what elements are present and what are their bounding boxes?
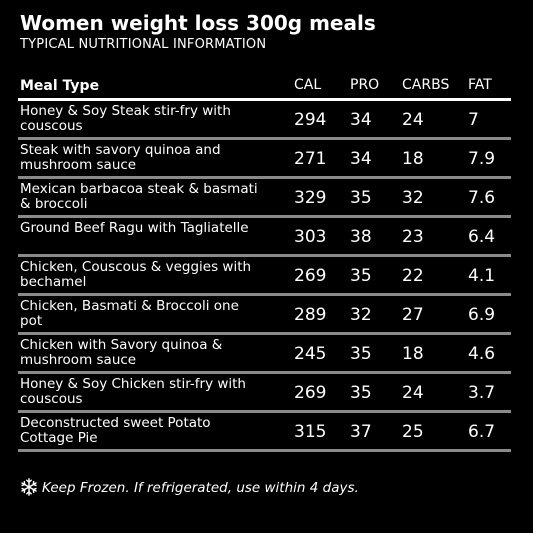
carbs-value: 22: [402, 266, 424, 286]
snowflake-icon: [21, 478, 37, 496]
fat-value: 6.4: [468, 227, 496, 247]
carbs-value: 23: [402, 227, 424, 247]
header-pro: PRO: [350, 77, 380, 93]
nutrition-table: Meal Type CAL PRO CARBS FAT Honey & Soy …: [18, 72, 511, 452]
fat-value: 7.6: [468, 188, 496, 208]
fat-value: 3.7: [468, 383, 496, 403]
carbs-value: 27: [402, 305, 424, 325]
meal-name: Steak with savory quinoa and mushroom sa…: [20, 142, 221, 173]
fat-value: 7.9: [468, 149, 496, 169]
carbs-value: 18: [402, 344, 424, 364]
page-subtitle: TYPICAL NUTRITIONAL INFORMATION: [20, 37, 267, 52]
meal-name: Deconstructed sweet Potato Cottage Pie: [20, 415, 211, 446]
cal-value: 269: [294, 383, 327, 403]
meal-name: Honey & Soy Chicken stir-fry with cousco…: [20, 376, 246, 407]
fat-value: 7: [468, 110, 479, 130]
header-carbs: CARBS: [402, 77, 450, 93]
carbs-value: 24: [402, 110, 424, 130]
carbs-value: 25: [402, 422, 424, 442]
carbs-value: 32: [402, 188, 424, 208]
carbs-value: 18: [402, 149, 424, 169]
pro-value: 38: [350, 227, 372, 247]
table-row: Chicken, Basmati & Broccoli one pot 289 …: [18, 296, 511, 335]
fat-value: 4.1: [468, 266, 496, 286]
cal-value: 289: [294, 305, 327, 325]
pro-value: 35: [350, 266, 372, 286]
table-row: Ground Beef Ragu with Tagliatelle 303 38…: [18, 218, 511, 257]
cal-value: 245: [294, 344, 327, 364]
table-row: Chicken with Savory quinoa & mushroom sa…: [18, 335, 511, 374]
cal-value: 315: [294, 422, 327, 442]
page-title: Women weight loss 300g meals: [20, 11, 376, 35]
pro-value: 34: [350, 149, 372, 169]
header-cal: CAL: [294, 77, 322, 93]
table-row: Mexican barbacoa steak & basmati & brocc…: [18, 179, 511, 218]
cal-value: 303: [294, 227, 327, 247]
storage-note-text: Keep Frozen. If refrigerated, use within…: [42, 480, 359, 496]
table-row: Steak with savory quinoa and mushroom sa…: [18, 140, 511, 179]
pro-value: 32: [350, 305, 372, 325]
table-row: Honey & Soy Chicken stir-fry with cousco…: [18, 374, 511, 413]
cal-value: 269: [294, 266, 327, 286]
carbs-value: 24: [402, 383, 424, 403]
meal-name: Mexican barbacoa steak & basmati & brocc…: [20, 181, 258, 212]
cal-value: 294: [294, 110, 327, 130]
meal-name: Chicken, Couscous & veggies with bechame…: [20, 259, 252, 290]
cal-value: 271: [294, 149, 327, 169]
storage-note: Keep Frozen. If refrigerated, use within…: [20, 478, 359, 497]
fat-value: 4.6: [468, 344, 496, 364]
cal-value: 329: [294, 188, 327, 208]
pro-value: 37: [350, 422, 372, 442]
pro-value: 35: [350, 383, 372, 403]
fat-value: 6.7: [468, 422, 496, 442]
header-meal-type: Meal Type: [20, 78, 100, 94]
table-row: Deconstructed sweet Potato Cottage Pie 3…: [18, 413, 511, 452]
pro-value: 34: [350, 110, 372, 130]
meal-name: Honey & Soy Steak stir-fry with couscous: [20, 103, 231, 134]
meal-name: Chicken, Basmati & Broccoli one pot: [20, 298, 239, 329]
header-fat: FAT: [468, 77, 492, 93]
meal-name: Ground Beef Ragu with Tagliatelle: [20, 220, 249, 236]
pro-value: 35: [350, 188, 372, 208]
table-header: Meal Type CAL PRO CARBS FAT: [18, 72, 511, 101]
meal-name: Chicken with Savory quinoa & mushroom sa…: [20, 337, 223, 368]
pro-value: 35: [350, 344, 372, 364]
table-row: Chicken, Couscous & veggies with bechame…: [18, 257, 511, 296]
fat-value: 6.9: [468, 305, 496, 325]
table-row: Honey & Soy Steak stir-fry with couscous…: [18, 101, 511, 140]
